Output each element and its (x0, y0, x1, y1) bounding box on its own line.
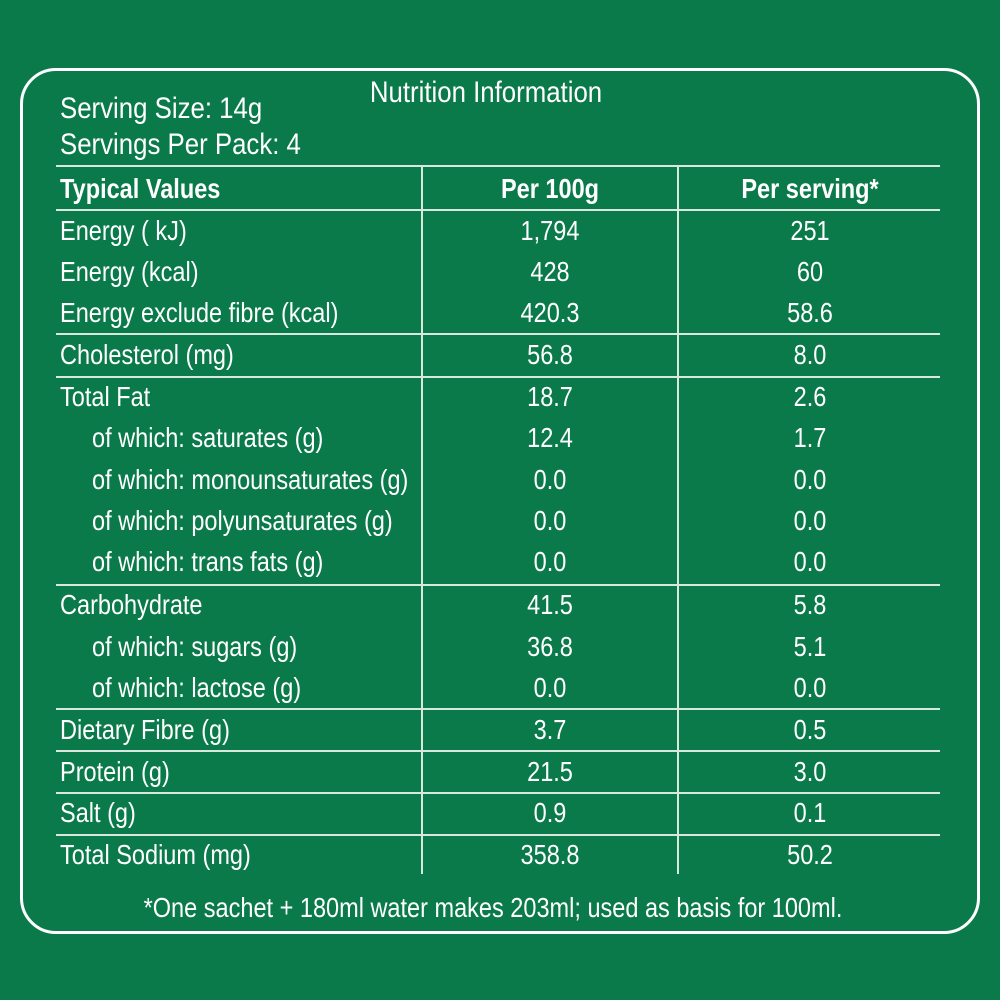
table-top-rule (56, 165, 940, 167)
row-serving-total-sodium: 50.2 (787, 839, 833, 870)
row-label-sugars: of which: sugars (g) (92, 631, 298, 662)
row-per100-protein: 21.5 (527, 756, 573, 787)
header-per-100g: Per 100g (500, 173, 600, 204)
row-label-carbohydrate: Carbohydrate (60, 589, 203, 620)
row-per100-total-sodium: 358.8 (520, 839, 580, 870)
footnote: *One sachet + 180ml water makes 203ml; u… (143, 892, 843, 923)
serving-size: Serving Size: 14g (60, 92, 263, 125)
row-per100-cholesterol: 56.8 (527, 339, 573, 370)
row-serving-energy-exclude-fibre: 58.6 (787, 297, 833, 328)
row-serving-protein: 3.0 (793, 756, 827, 787)
row-serving-salt: 0.1 (793, 797, 827, 828)
section-rule-protein (56, 792, 940, 794)
row-per100-energy-kj: 1,794 (520, 215, 580, 246)
row-serving-polyunsaturates: 0.0 (793, 505, 827, 536)
row-label-dietary-fibre: Dietary Fibre (g) (60, 714, 230, 745)
row-serving-lactose: 0.0 (793, 672, 827, 703)
row-per100-carbohydrate: 41.5 (527, 589, 573, 620)
row-serving-carbohydrate: 5.8 (793, 589, 827, 620)
section-rule-carbohydrate (56, 708, 940, 710)
row-per100-energy-kcal: 428 (530, 256, 570, 287)
section-rule-fat (56, 584, 940, 586)
row-serving-sugars: 5.1 (793, 631, 827, 662)
row-serving-energy-kj: 251 (790, 215, 830, 246)
row-serving-saturates: 1.7 (793, 422, 827, 453)
row-label-polyunsaturates: of which: polyunsaturates (g) (92, 505, 393, 536)
row-serving-trans-fats: 0.0 (793, 546, 827, 577)
row-label-total-fat: Total Fat (60, 381, 151, 412)
section-rule-salt (56, 834, 940, 836)
row-label-monounsaturates: of which: monounsaturates (g) (92, 464, 409, 495)
header-rule (56, 209, 940, 211)
section-rule-fibre (56, 750, 940, 752)
row-serving-cholesterol: 8.0 (793, 339, 827, 370)
row-label-lactose: of which: lactose (g) (92, 672, 302, 703)
row-label-total-sodium: Total Sodium (mg) (60, 839, 251, 870)
row-per100-sugars: 36.8 (527, 631, 573, 662)
row-label-saturates: of which: saturates (g) (92, 422, 324, 453)
row-label-salt: Salt (g) (60, 797, 136, 828)
row-label-energy-kcal: Energy (kcal) (60, 256, 199, 287)
row-serving-monounsaturates: 0.0 (793, 464, 827, 495)
section-rule-energy (56, 333, 940, 335)
row-per100-energy-exclude-fibre: 420.3 (520, 297, 580, 328)
row-per100-lactose: 0.0 (533, 672, 567, 703)
row-label-trans-fats: of which: trans fats (g) (92, 546, 324, 577)
row-label-cholesterol: Cholesterol (mg) (60, 339, 234, 370)
header-typical-values: Typical Values (60, 173, 221, 204)
header-per-serving: Per serving* (741, 173, 879, 204)
column-divider-1 (421, 166, 423, 874)
section-rule-cholesterol (56, 376, 940, 378)
row-per100-salt: 0.9 (533, 797, 567, 828)
row-per100-polyunsaturates: 0.0 (533, 505, 567, 536)
column-divider-2 (677, 166, 679, 874)
row-label-energy-exclude-fibre: Energy exclude fibre (kcal) (60, 297, 339, 328)
row-per100-saturates: 12.4 (527, 422, 573, 453)
row-serving-energy-kcal: 60 (796, 256, 824, 287)
row-label-protein: Protein (g) (60, 756, 170, 787)
row-serving-dietary-fibre: 0.5 (793, 714, 827, 745)
row-per100-dietary-fibre: 3.7 (533, 714, 567, 745)
row-per100-trans-fats: 0.0 (533, 546, 567, 577)
row-serving-total-fat: 2.6 (793, 381, 827, 412)
row-per100-total-fat: 18.7 (527, 381, 573, 412)
row-per100-monounsaturates: 0.0 (533, 464, 567, 495)
servings-per-pack: Servings Per Pack: 4 (60, 128, 301, 161)
row-label-energy-kj: Energy ( kJ) (60, 215, 187, 246)
nutrition-panel (20, 68, 980, 934)
page-title: Nutrition Information (369, 76, 603, 109)
